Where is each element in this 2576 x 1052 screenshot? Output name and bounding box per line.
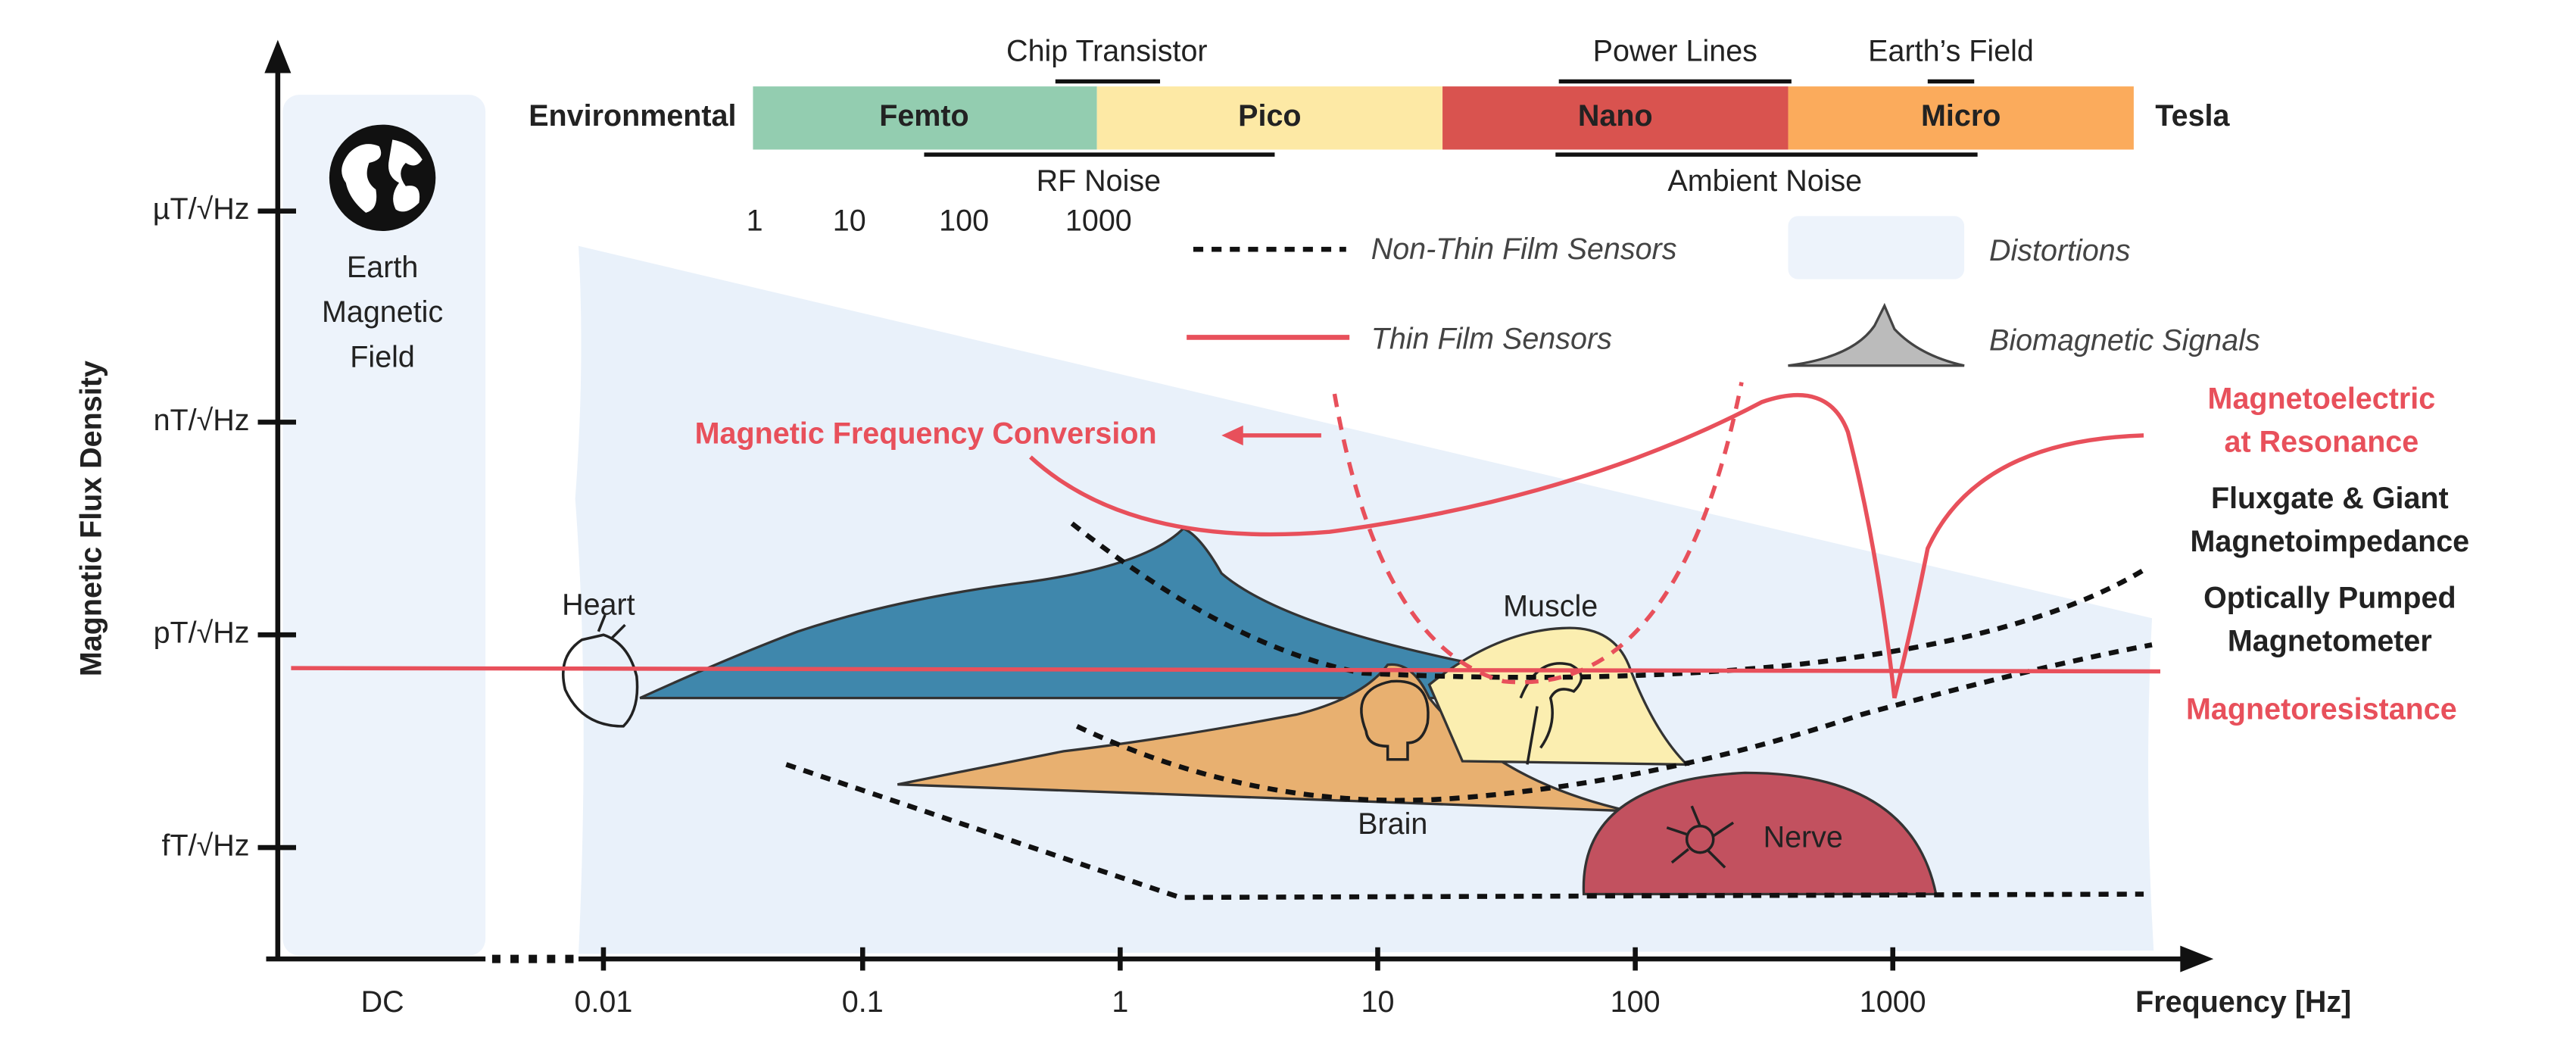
sensor-label: Magnetoelectric <box>2208 382 2436 415</box>
sensor-label: Optically Pumped <box>2203 582 2456 615</box>
scale-left-label: Environmental <box>529 99 736 133</box>
y-tick-label: nT/√Hz <box>154 404 250 437</box>
y-tick-label: fT/√Hz <box>162 829 250 863</box>
legend-label: Thin Film Sensors <box>1371 322 1612 355</box>
thin-film-curves <box>291 382 2161 699</box>
sensor-label: Fluxgate & Giant <box>2211 482 2449 515</box>
legend-label: Non-Thin Film Sensors <box>1371 233 1677 266</box>
axes <box>257 66 2191 971</box>
scale-segment <box>1788 86 2134 150</box>
scale-segment <box>1442 86 1789 150</box>
y-tick-label: pT/√Hz <box>154 617 250 650</box>
heart-signal <box>639 526 1464 700</box>
earth-field-label: Magnetic <box>322 295 443 329</box>
legend-distortions-swatch <box>1788 216 1965 279</box>
legend-signal-swatch <box>1788 302 1965 367</box>
earth-field-region <box>282 95 486 956</box>
scale-number: 100 <box>939 204 989 237</box>
x-tick-label: 0.01 <box>575 985 633 1019</box>
scale-segment <box>1096 86 1443 150</box>
noise-ranges <box>924 79 1978 157</box>
noise-label: Power Lines <box>1593 35 1757 68</box>
signal-label: Heart <box>562 588 635 621</box>
signal-label: Nerve <box>1764 821 1843 854</box>
scale-segment-label: Femto <box>879 99 968 133</box>
scale-segment-label: Pico <box>1238 99 1301 133</box>
nerve-signal <box>1582 771 1938 896</box>
y-axis-title: Magnetic Flux Density <box>75 361 108 676</box>
scale-number: 1 <box>747 204 763 237</box>
noise-label: Earth’s Field <box>1868 35 2034 68</box>
x-tick-label: 100 <box>1611 985 1661 1019</box>
scale-right-label: Tesla <box>2155 99 2230 133</box>
sensor-label: Magnetoimpedance <box>2191 525 2470 558</box>
scale-segment-label: Nano <box>1578 99 1653 133</box>
signal-icons <box>562 614 1735 869</box>
earth-field-label: Field <box>350 340 415 373</box>
non-thin-film-curves <box>785 521 2153 901</box>
scale-segment <box>753 86 1097 150</box>
scale-number: 1000 <box>1065 204 1132 237</box>
signal-label: Muscle <box>1503 590 1598 623</box>
conversion-arrow <box>1221 425 1243 446</box>
conversion-label: Magnetic Frequency Conversion <box>695 417 1157 450</box>
x-tick-label: 0.1 <box>842 985 884 1019</box>
y-tick-label: µT/√Hz <box>153 192 250 226</box>
globe-icon <box>329 124 436 232</box>
scale-number: 10 <box>833 204 866 237</box>
x-tick-label: 10 <box>1361 985 1395 1019</box>
earth-field-label: Earth <box>347 251 418 284</box>
noise-label: RF Noise <box>1037 164 1162 198</box>
noise-label: Chip Transistor <box>1006 35 1208 68</box>
x-tick-label: 1 <box>1112 985 1128 1019</box>
sensor-label: Magnetometer <box>2228 625 2432 658</box>
x-tick-label: DC <box>361 985 404 1019</box>
sensor-label: at Resonance <box>2224 425 2419 458</box>
x-axis-title: Frequency [Hz] <box>2135 985 2351 1019</box>
legend-label: Distortions <box>1989 234 2131 267</box>
signal-label: Brain <box>1358 807 1427 841</box>
sensor-label: Magnetoresistance <box>2186 693 2457 726</box>
legend-label: Biomagnetic Signals <box>1989 323 2260 357</box>
scale-segment-label: Micro <box>1921 99 2001 133</box>
muscle-signal <box>1427 626 1690 766</box>
x-tick-label: 1000 <box>1860 985 1926 1019</box>
noise-label: Ambient Noise <box>1667 164 1862 198</box>
